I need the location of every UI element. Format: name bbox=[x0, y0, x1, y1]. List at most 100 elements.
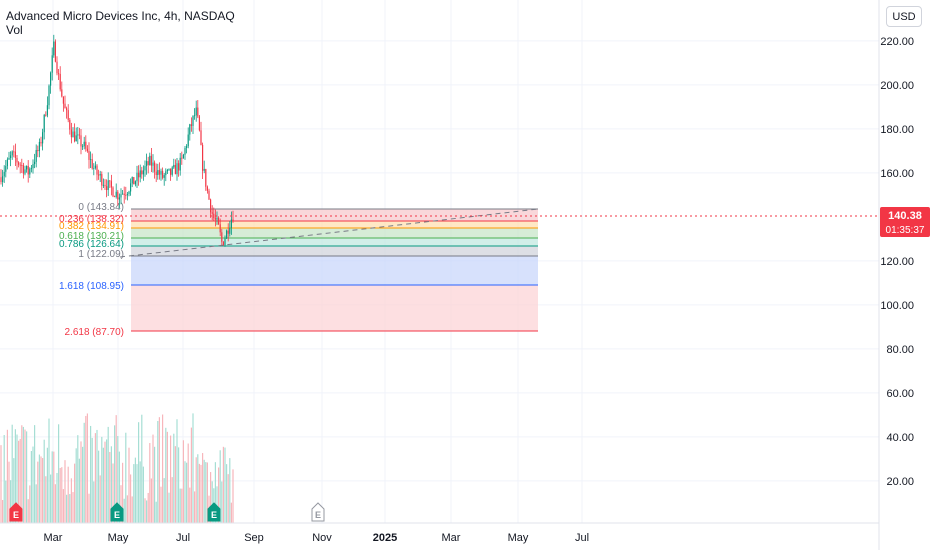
candle-body bbox=[56, 61, 58, 74]
volume-bar bbox=[74, 463, 76, 523]
candle-body bbox=[213, 213, 215, 219]
volume-bar bbox=[80, 441, 82, 523]
volume-bar bbox=[82, 446, 84, 523]
candle-body bbox=[206, 186, 208, 191]
fib-zone bbox=[131, 246, 538, 256]
candle-body bbox=[197, 107, 199, 117]
candle-body bbox=[123, 193, 125, 195]
earnings-marker-letter: E bbox=[13, 510, 19, 520]
fib-level-label: 2.618 (87.70) bbox=[65, 327, 125, 338]
volume-bar bbox=[58, 424, 60, 523]
candle-body bbox=[50, 72, 52, 86]
candle-body bbox=[94, 165, 96, 169]
candle-body bbox=[8, 157, 10, 160]
fib-zone bbox=[131, 256, 538, 285]
volume-bar bbox=[30, 451, 32, 523]
candle-body bbox=[37, 150, 39, 152]
candle-body bbox=[6, 159, 8, 167]
candle-body bbox=[152, 162, 154, 166]
candle-body bbox=[182, 154, 184, 159]
candle-body bbox=[126, 193, 128, 196]
candle-body bbox=[38, 141, 40, 152]
candle-body bbox=[43, 114, 45, 133]
candle-body bbox=[114, 196, 116, 198]
candle-body bbox=[29, 168, 31, 175]
volume-bar bbox=[115, 415, 117, 523]
candle-body bbox=[139, 170, 141, 178]
fib-trend-line[interactable] bbox=[119, 208, 539, 258]
candle-body bbox=[40, 141, 42, 144]
fib-zone bbox=[131, 285, 538, 331]
candle-body bbox=[128, 191, 130, 194]
candle-body bbox=[98, 174, 100, 176]
candle-body bbox=[26, 165, 28, 170]
volume-bar bbox=[227, 474, 229, 523]
candle-body bbox=[48, 85, 50, 106]
price-axis[interactable]: 220.00 200.00 180.00 160.00 120.00 100.00 80.0… bbox=[880, 36, 914, 488]
volume-bar bbox=[61, 467, 63, 523]
candle-body bbox=[51, 55, 53, 73]
candle-body bbox=[82, 146, 84, 148]
time-tick-label: May bbox=[508, 532, 529, 544]
candle-body bbox=[93, 168, 95, 169]
candle-body bbox=[5, 166, 7, 172]
volume-bar bbox=[75, 448, 77, 523]
candle-body bbox=[0, 177, 2, 183]
candle-body bbox=[88, 150, 90, 160]
candle-body bbox=[160, 171, 162, 175]
candle-body bbox=[80, 135, 82, 147]
earnings-marker-shape bbox=[9, 502, 23, 522]
candle-body bbox=[99, 174, 101, 176]
candle-body bbox=[10, 155, 12, 158]
price-tick-label: 80.00 bbox=[886, 344, 914, 356]
volume-bar bbox=[53, 451, 55, 523]
volume-bar bbox=[202, 453, 204, 523]
earnings-marker-positive[interactable]: E bbox=[110, 502, 124, 522]
fib-level-label: 0.382 (134.91) bbox=[59, 221, 124, 232]
currency-button[interactable]: USD bbox=[886, 6, 922, 27]
fib-zone bbox=[131, 221, 538, 228]
candle-body bbox=[144, 166, 146, 171]
candle-body bbox=[158, 170, 160, 175]
volume-bar bbox=[221, 481, 223, 523]
time-tick-label: Mar bbox=[44, 532, 63, 544]
volume-bar bbox=[45, 476, 47, 523]
candle-body bbox=[53, 41, 55, 56]
candle-body bbox=[203, 169, 205, 171]
candle-body bbox=[66, 108, 68, 111]
volume-bar bbox=[189, 487, 191, 523]
volume-bar bbox=[229, 458, 231, 523]
volume-bar bbox=[93, 481, 95, 523]
volume-bar bbox=[6, 429, 8, 523]
candle-body bbox=[179, 157, 181, 171]
fib-retracement[interactable]: 0 (143.84)0.236 (138.32)0.382 (134.91)0.… bbox=[59, 202, 538, 338]
volume-bar bbox=[122, 462, 124, 523]
volume-legend-label[interactable]: Vol bbox=[6, 23, 23, 37]
price-tick-label: 120.00 bbox=[880, 256, 914, 268]
volume-bar bbox=[69, 494, 71, 523]
time-axis[interactable]: Mar May Jul Sep Nov 2025 Mar May Jul bbox=[44, 532, 590, 544]
candle-body bbox=[2, 176, 4, 183]
volume-bar bbox=[226, 464, 228, 523]
candle-body bbox=[72, 131, 74, 138]
earnings-marker-negative[interactable]: E bbox=[9, 502, 23, 522]
volume-bar bbox=[62, 489, 64, 523]
candle-body bbox=[216, 217, 218, 220]
volume-bar bbox=[157, 420, 159, 523]
time-tick-label: Jul bbox=[575, 532, 589, 544]
earnings-marker-positive[interactable]: E bbox=[207, 502, 221, 522]
candle-body bbox=[77, 134, 79, 136]
time-tick-label: May bbox=[108, 532, 129, 544]
earnings-marker-upcoming[interactable]: E bbox=[311, 502, 325, 522]
earnings-marker-shape bbox=[207, 502, 221, 522]
time-tick-label: Mar bbox=[442, 532, 461, 544]
symbol-title[interactable]: Advanced Micro Devices Inc, 4h, NASDAQ bbox=[6, 9, 235, 23]
candle-body bbox=[232, 219, 234, 222]
price-tick-label: 20.00 bbox=[886, 476, 914, 488]
earnings-marker-letter: E bbox=[114, 510, 120, 520]
candle-body bbox=[230, 219, 232, 228]
candle-body bbox=[162, 171, 164, 178]
volume-bar bbox=[66, 494, 68, 523]
